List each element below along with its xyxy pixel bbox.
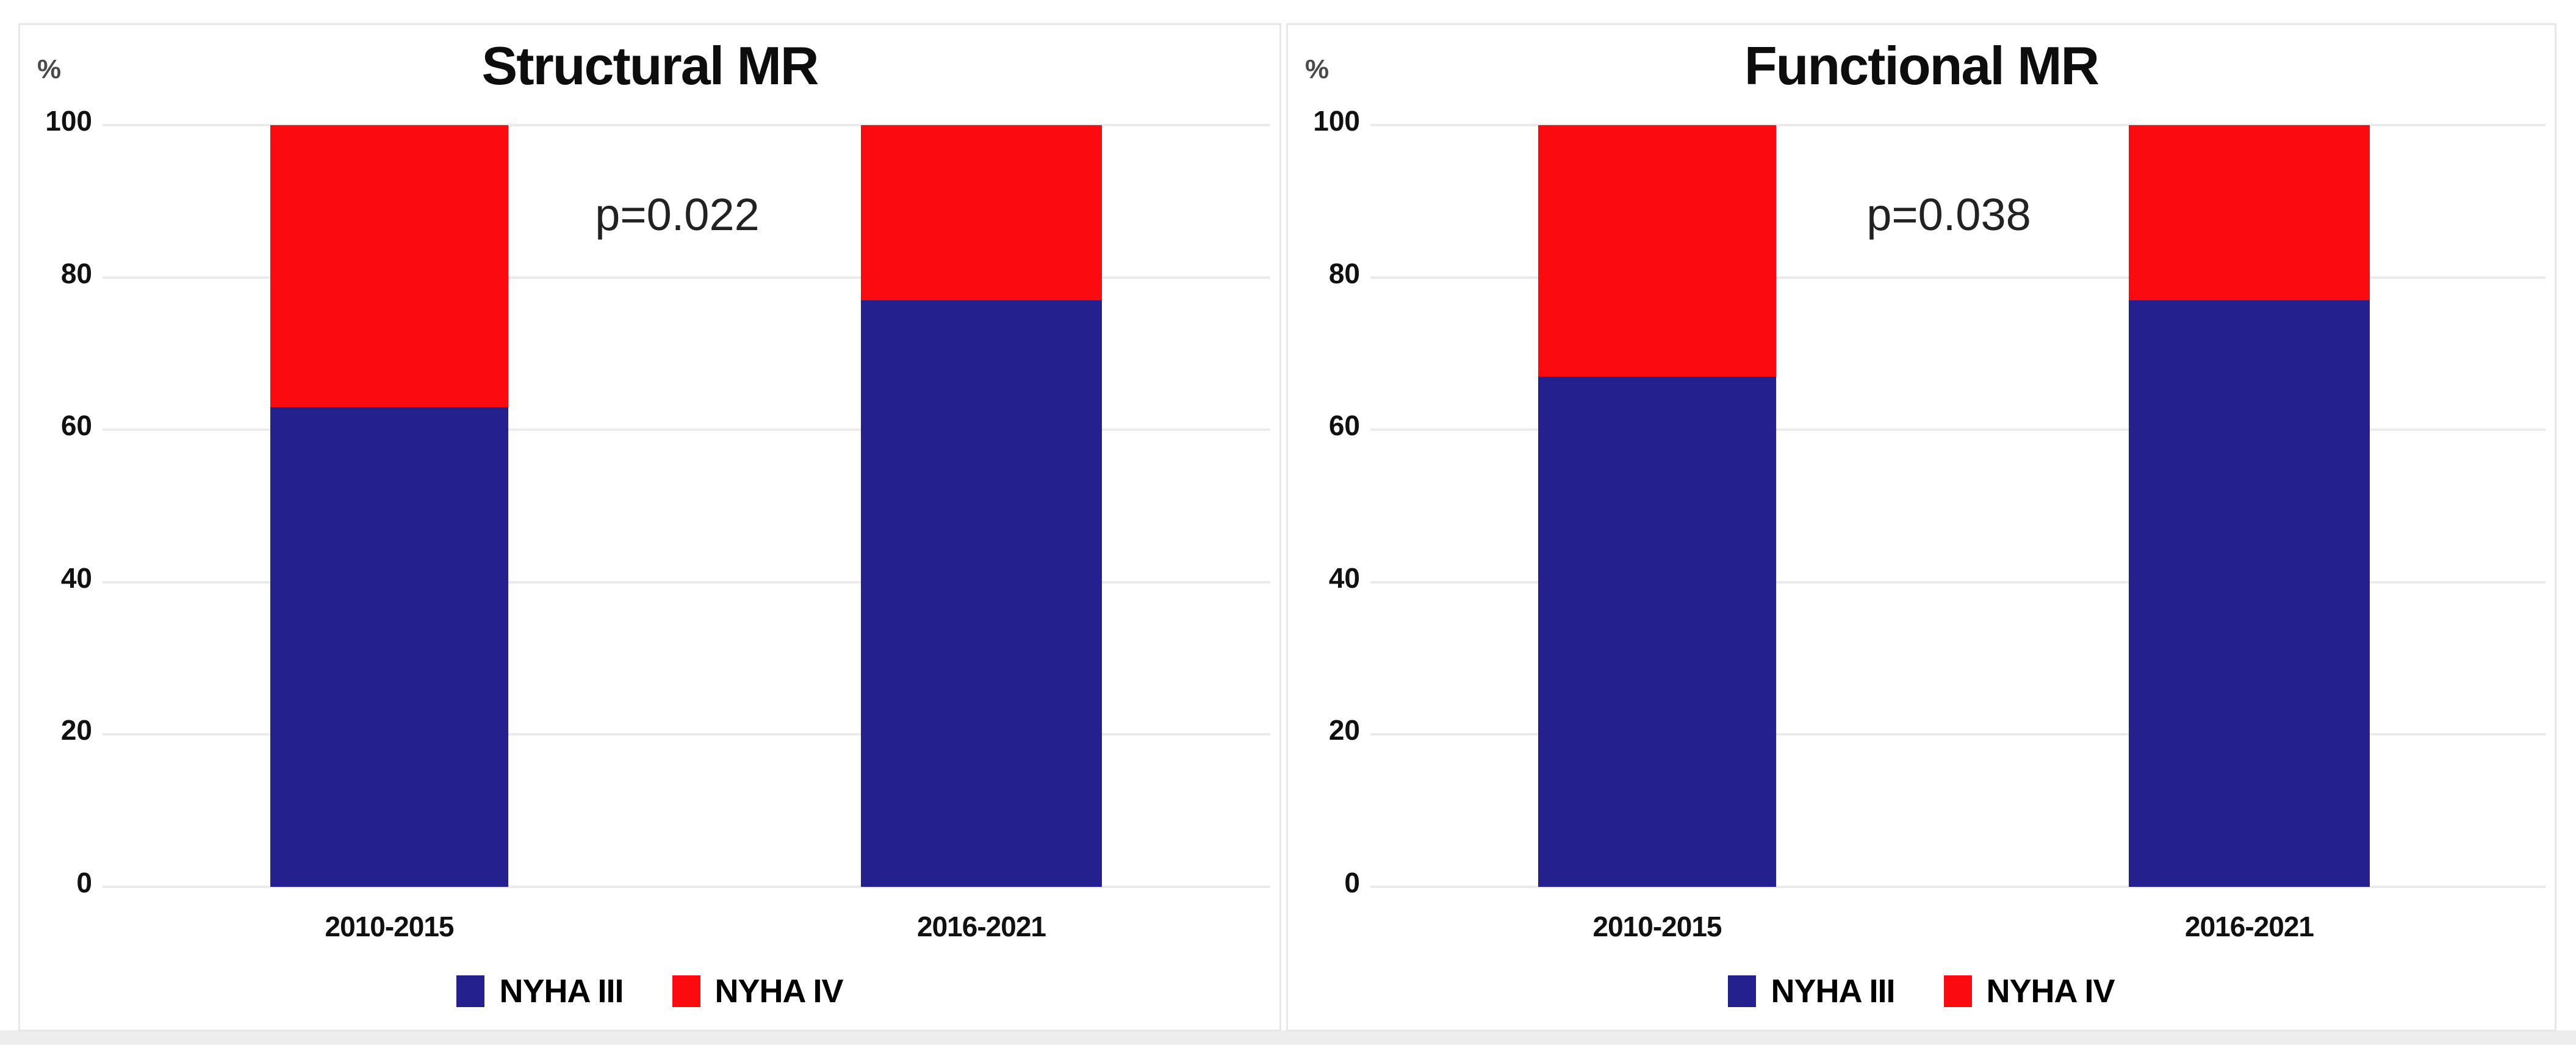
y-tick-label-20: 20 [1328,714,1360,746]
bar-segment-nyha-iv [2129,125,2370,301]
y-tick-label-60: 60 [60,410,92,442]
legend-label-nyha-iii: NYHA III [499,973,624,1010]
legend-swatch-nyha-iv [672,975,700,1007]
y-tick-label-0: 0 [76,867,92,898]
y-axis-unit-label: % [1305,54,1329,84]
chart-panel-functional-mr: % Functional MR p=0.038 2010-2015 2016-2… [1286,23,2556,1032]
gridline-80 [103,276,1270,279]
stacked-bar-2016-2021 [2129,125,2370,887]
p-value-annotation: p=0.022 [595,189,760,240]
y-tick-label-100: 100 [45,105,92,137]
y-tick-label-60: 60 [1328,410,1360,442]
x-axis-label-2016-2021: 2016-2021 [2185,911,2314,942]
p-value-annotation: p=0.038 [1866,189,2031,240]
gridline-80 [1370,276,2545,279]
legend-item-nyha-iii: NYHA III [1728,972,1896,1010]
bar-segment-nyha-iv [270,125,508,407]
y-tick-label-80: 80 [60,257,92,289]
bar-segment-nyha-iii [270,407,508,887]
legend-label-nyha-iii: NYHA III [1771,973,1895,1010]
legend-swatch-nyha-iv [1943,975,1972,1007]
y-tick-label-100: 100 [1313,105,1360,137]
gridline-40 [1370,580,2545,584]
gridline-100 [1370,124,2545,126]
legend-label-nyha-iv: NYHA IV [1986,973,2115,1010]
gridline-60 [103,428,1270,432]
legend-label-nyha-iv: NYHA IV [714,973,844,1010]
y-tick-label-40: 40 [60,562,92,594]
y-tick-label-0: 0 [1344,867,1360,898]
x-axis-label-2010-2015: 2010-2015 [325,911,455,942]
y-tick-label-40: 40 [1328,562,1360,594]
plot-area [1370,124,2545,888]
legend-swatch-nyha-iii [456,975,485,1007]
bar-segment-nyha-iii [1538,376,1776,887]
gridline-40 [103,580,1270,584]
y-tick-label-20: 20 [60,714,92,746]
legend-item-nyha-iv: NYHA IV [672,972,844,1010]
gridline-0 [103,886,1270,888]
legend-swatch-nyha-iii [1728,975,1757,1007]
gridline-20 [1370,733,2545,736]
bar-segment-nyha-iii [2129,300,2370,887]
y-axis-unit-label: % [37,54,62,84]
gridline-100 [103,124,1270,126]
chart-panel-structural-mr: % Structural MR p=0.022 2010-2015 2016-2… [18,23,1281,1032]
gridline-0 [1370,886,2545,888]
bar-segment-nyha-iv [861,125,1102,301]
stacked-bar-2010-2015 [1538,125,1776,887]
legend-item-nyha-iii: NYHA III [456,972,624,1010]
legend-item-nyha-iv: NYHA IV [1943,972,2115,1010]
gridline-60 [1370,428,2545,432]
stacked-bar-2016-2021 [861,125,1102,887]
legend: NYHA III NYHA IV [20,972,1279,1010]
page-bottom-strip [0,1030,2576,1045]
x-axis-label-2016-2021: 2016-2021 [917,911,1046,942]
legend: NYHA III NYHA IV [1288,972,2555,1010]
plot-area [103,124,1270,888]
y-tick-label-80: 80 [1328,257,1360,289]
bar-segment-nyha-iii [861,300,1102,887]
chart-title: Structural MR [481,35,819,96]
chart-title: Functional MR [1744,35,2099,96]
gridline-20 [103,733,1270,736]
stacked-bar-2010-2015 [270,125,508,887]
x-axis-label-2010-2015: 2010-2015 [1592,911,1722,942]
bar-segment-nyha-iv [1538,125,1776,377]
